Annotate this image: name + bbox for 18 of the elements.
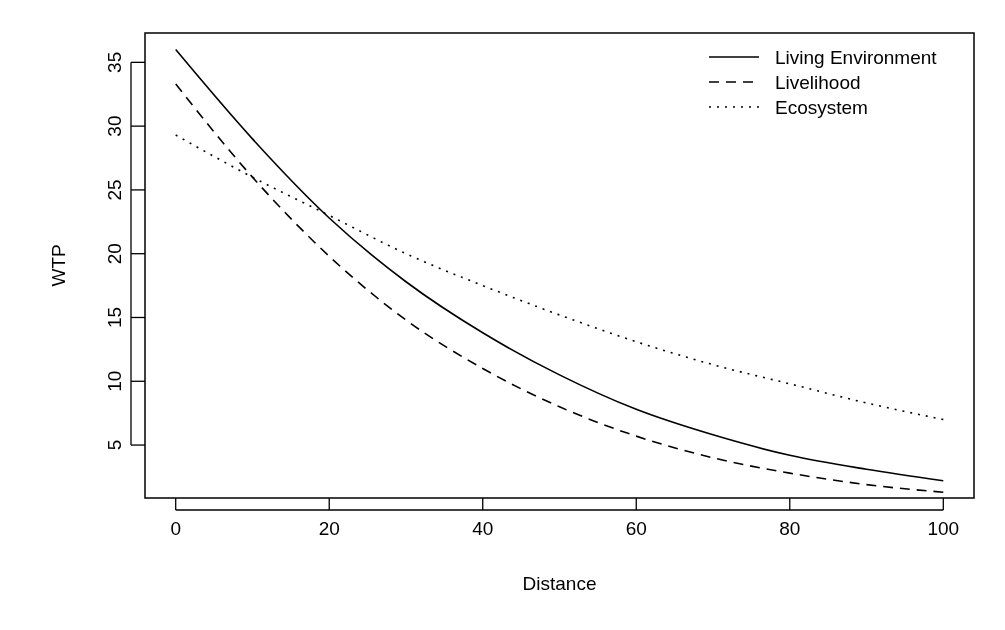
y-tick-label: 15 <box>104 306 125 329</box>
x-tick-label: 100 <box>927 518 960 539</box>
x-tick-label: 60 <box>625 518 647 539</box>
y-tick-label: 25 <box>104 179 125 201</box>
y-tick-label: 20 <box>104 243 125 265</box>
legend-label: Ecosystem <box>775 97 868 118</box>
x-tick-label: 20 <box>318 518 340 539</box>
y-tick-label: 30 <box>104 115 125 137</box>
x-axis-title: Distance <box>522 573 597 594</box>
y-tick-label: 5 <box>104 439 125 451</box>
legend-label: Living Environment <box>775 47 938 68</box>
y-axis-title: WTP <box>48 244 69 287</box>
x-tick-label: 80 <box>779 518 801 539</box>
x-tick-label: 40 <box>472 518 494 539</box>
legend-label: Livelihood <box>775 72 861 93</box>
y-tick-label: 35 <box>104 51 125 73</box>
x-tick-label: 0 <box>170 518 181 539</box>
y-tick-label: 10 <box>104 370 125 392</box>
